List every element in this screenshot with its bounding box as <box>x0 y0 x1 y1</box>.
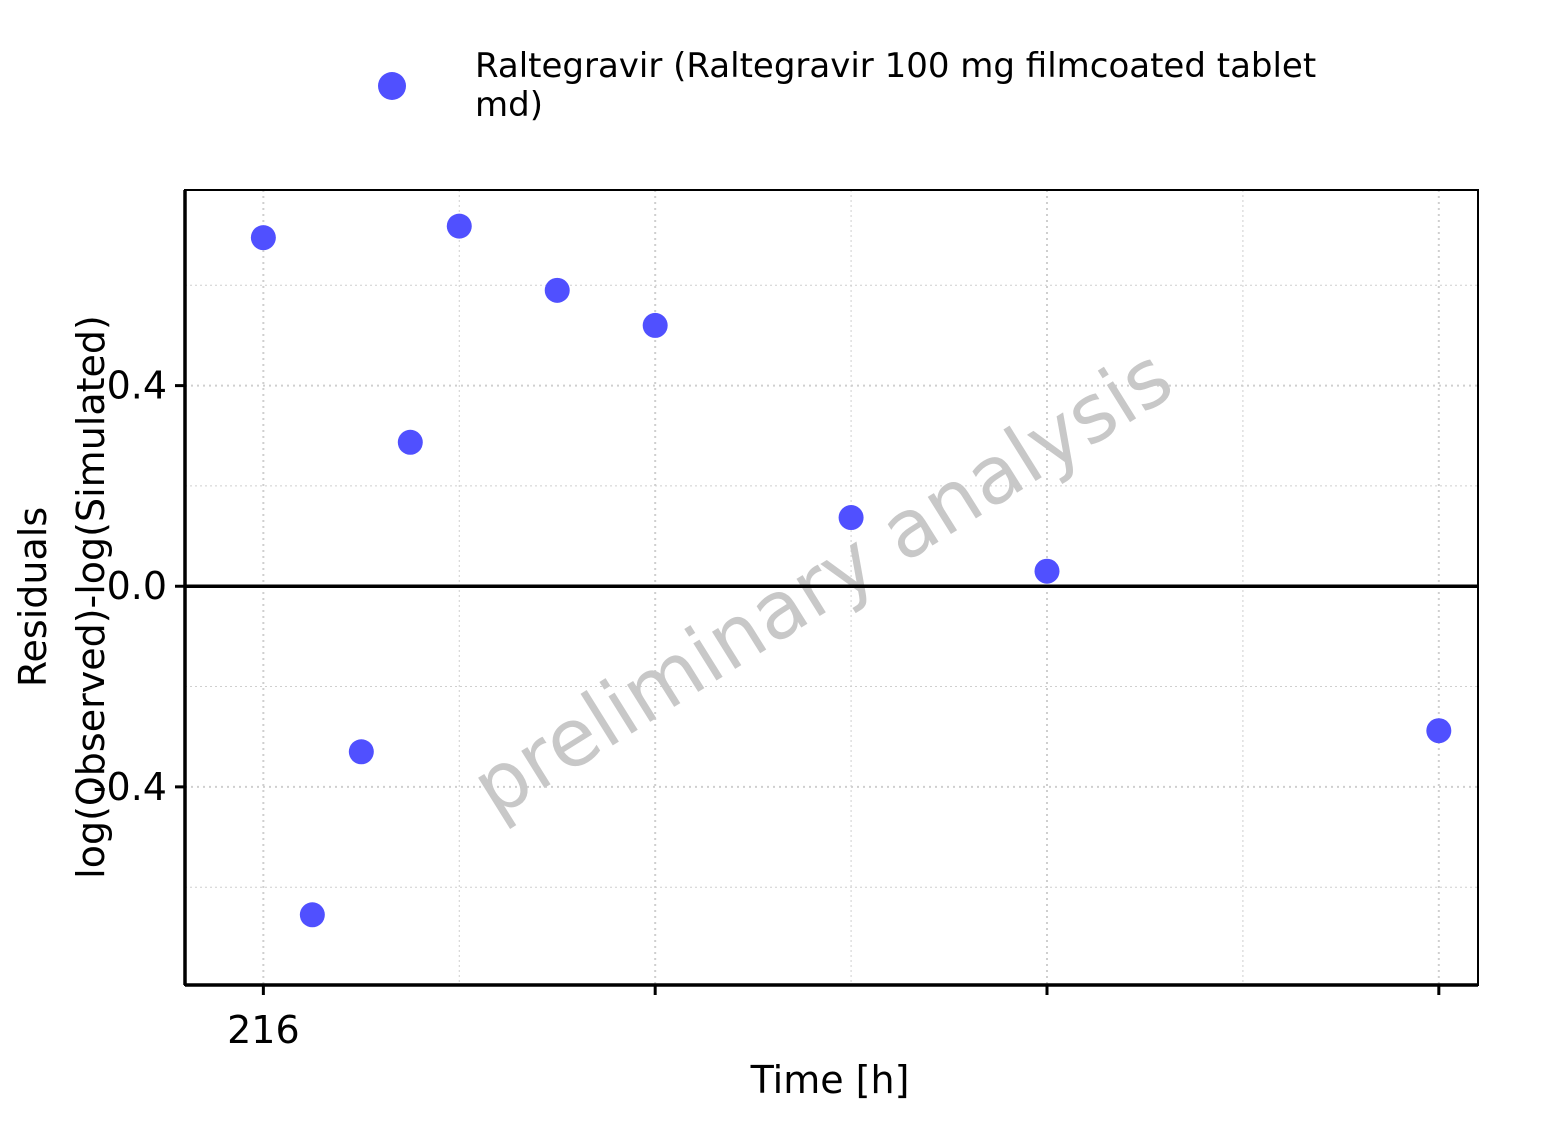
legend-marker <box>378 72 406 100</box>
watermark-text: preliminary analysis <box>456 329 1188 834</box>
x-axis-title: Time [h] <box>750 1058 910 1102</box>
y-tick-label: -0.4 <box>93 765 167 809</box>
data-point <box>250 225 276 251</box>
data-point <box>642 312 668 338</box>
y-tick-label: 0.0 <box>107 564 167 608</box>
legend-label-line1: Raltegravir (Raltegravir 100 mg filmcoat… <box>475 46 1316 86</box>
watermark-layer: preliminary analysis <box>456 329 1188 834</box>
data-point <box>544 277 570 303</box>
legend-label-line2: md) <box>475 85 543 125</box>
data-point <box>1426 718 1452 744</box>
data-point <box>397 429 423 455</box>
data-point <box>446 213 472 239</box>
data-point <box>348 739 374 765</box>
y-axis-title-line2: log(Observed)-log(Simulated) <box>69 315 113 879</box>
legend: Raltegravir (Raltegravir 100 mg filmcoat… <box>378 46 1316 125</box>
data-point <box>1034 558 1060 584</box>
x-tick-label: 216 <box>227 1008 300 1052</box>
data-point <box>299 902 325 928</box>
data-point <box>838 505 864 531</box>
x-axis-ticks: 216 <box>227 985 1441 1052</box>
y-axis-ticks: -0.4 0.0 0.4 <box>93 364 185 809</box>
y-tick-label: 0.4 <box>107 364 167 408</box>
data-points <box>250 213 1452 928</box>
y-axis-title-line1: Residuals <box>11 507 55 687</box>
